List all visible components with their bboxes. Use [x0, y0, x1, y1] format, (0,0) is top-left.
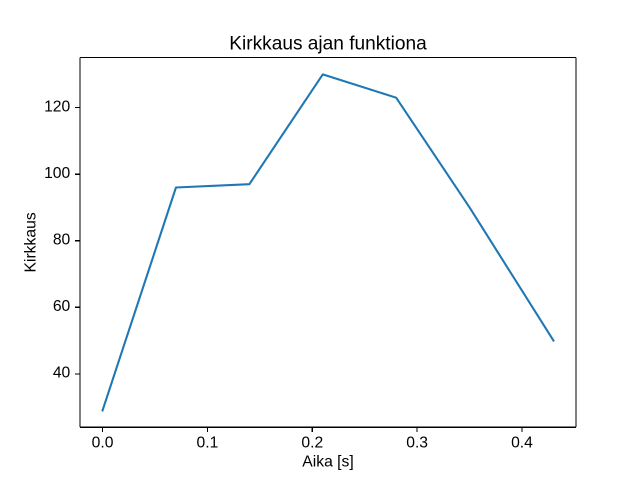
svg-text:80: 80: [53, 232, 71, 249]
svg-text:40: 40: [53, 365, 71, 382]
svg-text:0.0: 0.0: [92, 434, 114, 451]
svg-text:Kirkkaus: Kirkkaus: [22, 212, 39, 272]
svg-text:0.4: 0.4: [511, 434, 533, 451]
svg-text:0.3: 0.3: [406, 434, 428, 451]
svg-text:120: 120: [44, 98, 70, 115]
svg-text:Kirkkaus ajan funktiona: Kirkkaus ajan funktiona: [229, 33, 427, 54]
svg-text:Aika [s]: Aika [s]: [302, 453, 353, 470]
svg-text:60: 60: [53, 298, 71, 315]
svg-text:0.2: 0.2: [301, 434, 323, 451]
svg-text:0.1: 0.1: [197, 434, 219, 451]
svg-text:100: 100: [44, 165, 70, 182]
